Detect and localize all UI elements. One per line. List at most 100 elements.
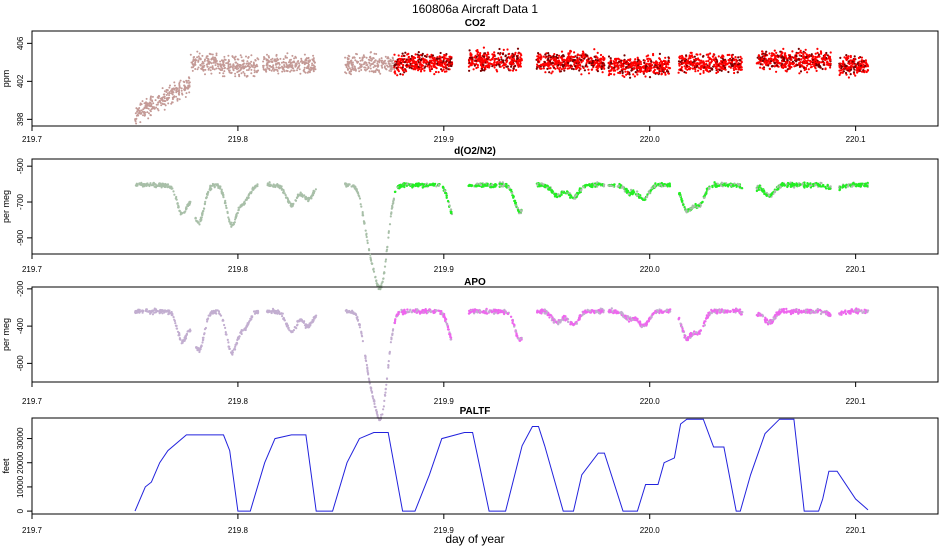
co2-point bbox=[503, 67, 505, 69]
co2-point bbox=[159, 100, 161, 102]
co2-point bbox=[369, 70, 371, 72]
co2-point bbox=[471, 63, 473, 65]
o2-point bbox=[390, 213, 392, 215]
o2-point bbox=[390, 215, 392, 217]
co2-point bbox=[699, 68, 701, 70]
o2-point bbox=[377, 284, 379, 286]
o2-point bbox=[385, 260, 387, 262]
co2-point bbox=[139, 121, 141, 123]
co2-point bbox=[385, 62, 387, 64]
co2-point bbox=[829, 66, 831, 68]
figure-title: 160806a Aircraft Data 1 bbox=[412, 2, 538, 16]
o2-point bbox=[679, 194, 681, 196]
o2-point bbox=[727, 185, 729, 187]
co2-point bbox=[269, 69, 271, 71]
co2-point bbox=[149, 109, 151, 111]
o2-point bbox=[549, 187, 551, 189]
co2-point bbox=[307, 58, 309, 60]
co2-point bbox=[283, 66, 285, 68]
o2-point bbox=[221, 192, 223, 194]
o2-point bbox=[667, 183, 669, 185]
co2-point bbox=[169, 85, 171, 87]
co2-point bbox=[854, 58, 856, 60]
co2-point bbox=[865, 63, 867, 65]
co2-point bbox=[644, 75, 646, 77]
co2-point bbox=[697, 70, 699, 72]
co2-point bbox=[137, 113, 139, 115]
co2-point bbox=[719, 63, 721, 65]
co2-point bbox=[763, 55, 765, 57]
o2-point bbox=[311, 195, 313, 197]
co2-point bbox=[807, 59, 809, 61]
co2-point bbox=[244, 75, 246, 77]
co2-point bbox=[840, 69, 842, 71]
o2-point bbox=[515, 204, 517, 206]
co2-point bbox=[620, 60, 622, 62]
co2-point bbox=[487, 53, 489, 55]
co2-point bbox=[497, 58, 499, 60]
co2-point bbox=[420, 59, 422, 61]
co2-point bbox=[616, 68, 618, 70]
o2-point bbox=[286, 197, 288, 199]
o2-point bbox=[225, 207, 227, 209]
o2-point bbox=[491, 183, 493, 185]
co2-point bbox=[758, 54, 760, 56]
co2-point bbox=[286, 52, 288, 54]
o2-point bbox=[499, 183, 501, 185]
co2-point bbox=[296, 69, 298, 71]
co2-point bbox=[263, 56, 265, 58]
y-tick-label: 402 bbox=[16, 74, 25, 88]
co2-point bbox=[209, 66, 211, 68]
co2-point bbox=[172, 97, 174, 99]
co2-point bbox=[821, 61, 823, 63]
co2-point bbox=[547, 57, 549, 59]
co2-point bbox=[199, 58, 201, 60]
co2-point bbox=[443, 54, 445, 56]
co2-point bbox=[513, 59, 515, 61]
co2-point bbox=[640, 68, 642, 70]
co2-point bbox=[149, 114, 151, 116]
co2-point bbox=[354, 57, 356, 59]
o2-point bbox=[216, 185, 218, 187]
co2-point bbox=[816, 70, 818, 72]
co2-point bbox=[184, 89, 186, 91]
co2-point bbox=[715, 67, 717, 69]
co2-point bbox=[402, 66, 404, 68]
o2-point bbox=[168, 186, 170, 188]
co2-point bbox=[503, 49, 505, 51]
co2-point bbox=[382, 63, 384, 65]
co2-point bbox=[135, 120, 137, 122]
o2-point bbox=[380, 284, 382, 286]
co2-point bbox=[422, 61, 424, 63]
co2-point bbox=[608, 55, 610, 57]
co2-point bbox=[411, 67, 413, 69]
co2-point bbox=[579, 54, 581, 56]
co2-point bbox=[643, 65, 645, 67]
o2-point bbox=[364, 222, 366, 224]
o2-point bbox=[853, 183, 855, 185]
co2-point bbox=[681, 57, 683, 59]
co2-point bbox=[513, 65, 515, 67]
co2-point bbox=[711, 60, 713, 62]
co2-point bbox=[854, 55, 856, 57]
o2-point bbox=[720, 185, 722, 187]
co2-point bbox=[496, 70, 498, 72]
co2-point bbox=[727, 62, 729, 64]
o2-point bbox=[204, 201, 206, 203]
o2-point bbox=[246, 197, 248, 199]
co2-point bbox=[854, 75, 856, 77]
co2-point bbox=[173, 95, 175, 97]
co2-point bbox=[637, 57, 639, 59]
co2-point bbox=[830, 51, 832, 53]
co2-point bbox=[814, 56, 816, 58]
co2-point bbox=[209, 61, 211, 63]
co2-point bbox=[597, 68, 599, 70]
co2-point bbox=[856, 69, 858, 71]
co2-point bbox=[406, 53, 408, 55]
co2-point bbox=[435, 71, 437, 73]
co2-point bbox=[402, 64, 404, 66]
co2-point bbox=[428, 63, 430, 65]
co2-point bbox=[206, 66, 208, 68]
o2-point bbox=[779, 186, 781, 188]
co2-point bbox=[227, 55, 229, 57]
